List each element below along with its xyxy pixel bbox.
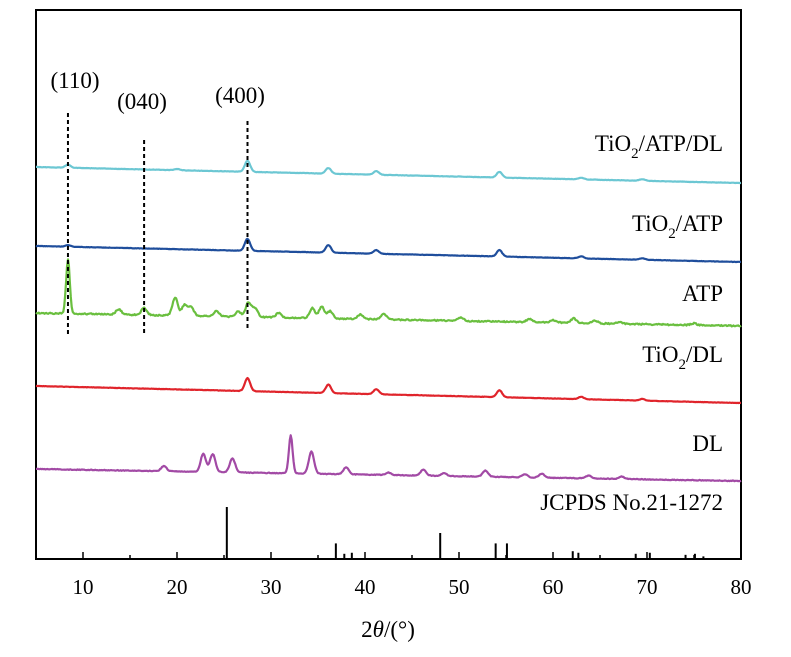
x-tick-label: 10 <box>73 575 94 599</box>
series-label: DL <box>692 431 723 456</box>
series-line <box>35 159 742 185</box>
series-line <box>35 237 742 264</box>
x-axis: 10 20 30 40 50 60 70 80 <box>73 552 752 599</box>
x-tick-label: 60 <box>543 575 564 599</box>
series-line <box>35 376 742 405</box>
reference-pattern: JCPDS No.21-1272 <box>225 490 723 559</box>
series-label: TiO2/DL <box>642 342 723 373</box>
series-line <box>35 434 742 483</box>
series-label: ATP <box>682 281 723 306</box>
series-label: TiO2/ATP/DL <box>595 131 723 162</box>
peak-label: (400) <box>215 83 265 108</box>
x-tick-label: 40 <box>355 575 376 599</box>
series-label: TiO2/ATP <box>632 211 723 242</box>
x-tick-label: 20 <box>167 575 188 599</box>
annotation-group: (110) (040) (400) <box>51 68 265 336</box>
x-tick-label: 80 <box>731 575 752 599</box>
reference-label: JCPDS No.21-1272 <box>540 490 723 515</box>
peak-label: (040) <box>117 89 167 114</box>
x-axis-title: 2θ/(°) <box>361 617 415 642</box>
series-labels: TiO2/ATP/DL TiO2/ATP ATP TiO2/DL DL <box>595 131 723 456</box>
x-tick-label: 70 <box>637 575 658 599</box>
plot-frame <box>35 9 742 560</box>
series-line <box>35 258 742 328</box>
peak-label: (110) <box>51 68 100 93</box>
x-tick-label: 30 <box>261 575 282 599</box>
x-tick-label: 50 <box>449 575 470 599</box>
series-group <box>35 159 742 483</box>
